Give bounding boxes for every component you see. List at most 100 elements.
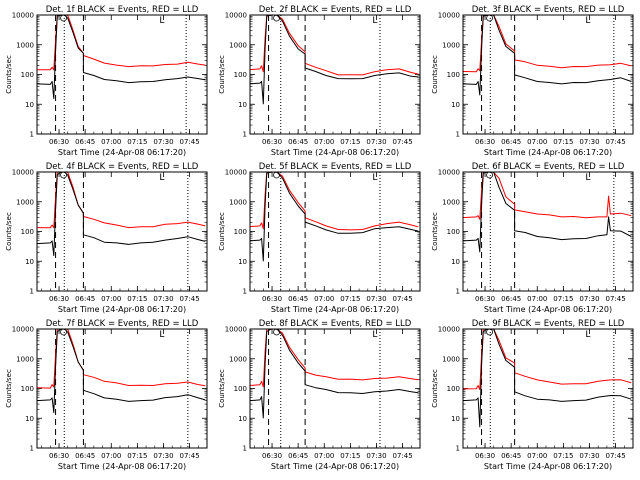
panel-title: Det. 4f BLACK = Events, RED = LLD	[46, 162, 199, 172]
panel-title: Det. 3f BLACK = Events, RED = LLD	[472, 5, 625, 15]
x-tick-label: 06:30	[262, 452, 282, 460]
plot-frame	[462, 328, 634, 449]
x-tick-label: 07:15	[340, 138, 360, 146]
y-axis-label: Counts/sec	[5, 55, 13, 94]
panel-title: Det. 9f BLACK = Events, RED = LLD	[472, 319, 625, 329]
x-tick-label: 07:45	[606, 295, 626, 303]
panel-title: Det. 6f BLACK = Events, RED = LLD	[472, 162, 625, 172]
x-tick-label: 06:30	[475, 295, 495, 303]
detector-panel-6: Det. 6f BLACK = Events, RED = LLD Counts/…	[431, 162, 634, 314]
l-marker: L	[372, 173, 377, 183]
x-tick-label: 07:45	[393, 295, 413, 303]
x-axis-label: Start Time (24-Apr-08 06:17:20)	[484, 305, 612, 314]
series-line-events	[250, 172, 419, 262]
x-tick-label: 06:45	[501, 138, 521, 146]
y-tick-label: 1	[243, 131, 247, 139]
y-axis-label: Counts/sec	[218, 369, 226, 408]
series-line-lld	[37, 172, 206, 229]
y-tick-label: 10	[238, 101, 247, 109]
x-tick-label: 07:30	[366, 295, 386, 303]
y-tick-label: 100	[447, 71, 460, 79]
series-line-lld	[37, 329, 206, 389]
y-tick-label: 1	[456, 445, 460, 453]
series-line-lld	[463, 329, 632, 390]
x-tick-label: 07:30	[153, 295, 173, 303]
y-tick-label: 1000	[229, 355, 247, 363]
y-tick-label: 10	[451, 101, 460, 109]
x-axis-label: Start Time (24-Apr-08 06:17:20)	[484, 148, 612, 157]
series-line-events	[463, 172, 632, 253]
plot-frame	[462, 14, 634, 135]
plot-frame	[249, 171, 421, 292]
detector-panel-4: Det. 4f BLACK = Events, RED = LLD Counts/…	[5, 162, 208, 314]
plot-frame	[249, 14, 421, 135]
x-tick-label: 07:00	[527, 452, 547, 460]
x-tick-label: 06:30	[262, 138, 282, 146]
l-marker: L	[159, 330, 164, 340]
peak-marker	[273, 171, 280, 179]
x-tick-label: 07:15	[127, 138, 147, 146]
x-tick-label: 06:45	[288, 452, 308, 460]
panel-title: Det. 5f BLACK = Events, RED = LLD	[259, 162, 412, 172]
x-axis-label: Start Time (24-Apr-08 06:17:20)	[58, 148, 186, 157]
series-line-lld	[250, 329, 419, 388]
x-tick-label: 06:45	[288, 138, 308, 146]
detector-panel-7: Det. 7f BLACK = Events, RED = LLD Counts/…	[5, 319, 208, 471]
x-tick-label: 07:15	[127, 452, 147, 460]
panel-title: Det. 1f BLACK = Events, RED = LLD	[46, 5, 199, 15]
x-tick-label: 07:00	[314, 138, 334, 146]
x-tick-label: 06:30	[49, 452, 69, 460]
panel-title: Det. 7f BLACK = Events, RED = LLD	[46, 319, 199, 329]
x-tick-label: 07:30	[366, 452, 386, 460]
y-tick-label: 10	[451, 258, 460, 266]
x-axis-label: Start Time (24-Apr-08 06:17:20)	[58, 305, 186, 314]
x-tick-label: 07:15	[340, 452, 360, 460]
x-tick-label: 07:45	[393, 452, 413, 460]
x-tick-label: 06:30	[475, 452, 495, 460]
x-tick-label: 07:30	[579, 452, 599, 460]
l-marker: L	[159, 16, 164, 26]
x-tick-label: 06:45	[75, 452, 95, 460]
y-tick-label: 1000	[16, 198, 34, 206]
x-tick-label: 07:15	[553, 138, 573, 146]
x-tick-label: 06:45	[501, 452, 521, 460]
y-tick-label: 10000	[12, 12, 34, 20]
panel-title: Det. 2f BLACK = Events, RED = LLD	[259, 5, 412, 15]
y-tick-label: 100	[21, 385, 34, 393]
y-tick-label: 100	[447, 228, 460, 236]
y-tick-label: 1	[30, 131, 34, 139]
y-tick-label: 1	[30, 445, 34, 453]
x-tick-label: 07:00	[101, 295, 121, 303]
y-axis-label: Counts/sec	[431, 369, 439, 408]
y-tick-label: 10	[238, 415, 247, 423]
series-line-events	[37, 172, 206, 257]
x-tick-label: 07:00	[314, 452, 334, 460]
l-marker: L	[585, 330, 590, 340]
y-tick-label: 1000	[16, 41, 34, 49]
l-marker: L	[372, 330, 377, 340]
series-line-events	[250, 15, 419, 105]
x-axis-label: Start Time (24-Apr-08 06:17:20)	[484, 462, 612, 471]
detector-panel-1: Det. 1f BLACK = Events, RED = LLD Counts/…	[5, 5, 208, 157]
y-axis-label: Counts/sec	[431, 55, 439, 94]
series-line-lld	[463, 15, 632, 73]
y-tick-label: 1000	[229, 198, 247, 206]
series-line-events	[37, 15, 206, 100]
y-tick-label: 10	[25, 101, 34, 109]
y-tick-label: 10000	[225, 12, 247, 20]
x-tick-label: 07:30	[579, 295, 599, 303]
peak-marker	[60, 14, 67, 22]
x-tick-label: 07:00	[527, 295, 547, 303]
y-tick-label: 10000	[438, 326, 460, 334]
x-tick-label: 07:45	[393, 138, 413, 146]
y-tick-label: 1000	[442, 355, 460, 363]
y-tick-label: 10000	[12, 169, 34, 177]
plot-frame	[462, 171, 634, 292]
peak-marker	[486, 171, 493, 179]
x-tick-label: 07:45	[606, 138, 626, 146]
plot-frame	[36, 328, 208, 449]
y-tick-label: 1	[30, 288, 34, 296]
y-axis-label: Counts/sec	[431, 212, 439, 251]
y-tick-label: 100	[234, 228, 247, 236]
series-line-lld	[463, 172, 632, 220]
